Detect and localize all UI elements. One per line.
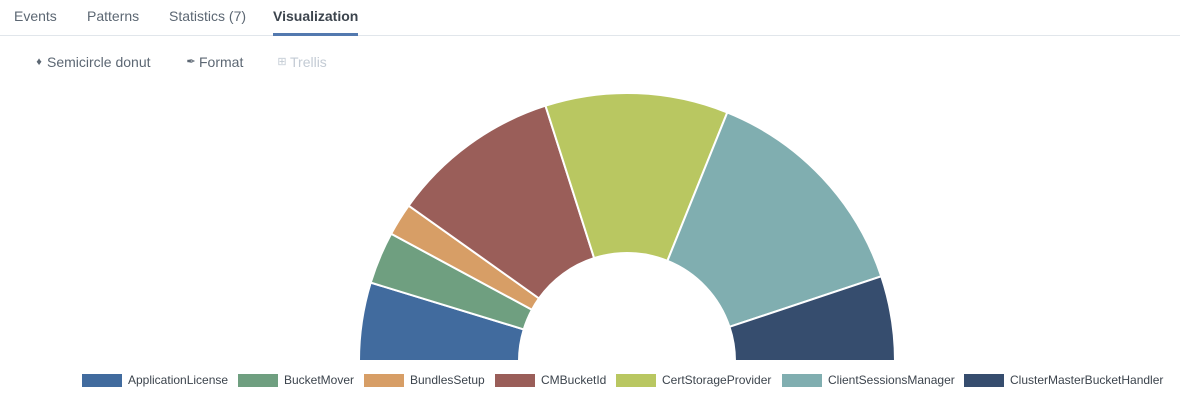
legend-label: ApplicationLicense (128, 373, 229, 387)
tab-patterns[interactable]: Patterns (87, 8, 140, 24)
trellis-label: Trellis (290, 54, 327, 70)
legend-label: CMBucketId (541, 373, 607, 387)
brush-icon: ✒ (186, 56, 196, 68)
legend-item[interactable]: ClusterMasterBucketHandler (964, 372, 1163, 388)
legend-swatch (782, 373, 822, 387)
chart-legend: ApplicationLicense BucketMover BundlesSetu… (0, 372, 1180, 388)
grid-icon: ⊞ (277, 56, 287, 68)
chart-type-label: Semicircle donut (47, 54, 151, 70)
donut-slice-clientsessionsmanager[interactable] (666, 111, 883, 329)
puzzle-icon: ♦ (36, 56, 42, 68)
chart-type-button[interactable]: ♦ Semicircle donut (32, 52, 151, 72)
legend-swatch (616, 373, 656, 387)
legend-label: ClusterMasterBucketHandler (1010, 373, 1164, 387)
legend-swatch (238, 373, 278, 387)
legend-item[interactable]: ClientSessionsManager (782, 372, 955, 388)
legend-item[interactable]: ApplicationLicense (82, 372, 228, 388)
legend-label: ClientSessionsManager (828, 373, 955, 387)
format-label: Format (199, 54, 244, 70)
legend-swatch (82, 373, 122, 387)
legend-swatch (964, 373, 1004, 387)
trellis-button[interactable]: ⊞ Trellis (275, 52, 327, 72)
tab-events[interactable]: Events (14, 8, 57, 24)
donut-slice-clustermasterbuckethandler[interactable] (728, 275, 897, 362)
legend-swatch (364, 373, 404, 387)
legend-label: CertStorageProvider (662, 373, 772, 387)
format-button[interactable]: ✒ Format (184, 52, 243, 72)
semicircle-donut-chart (357, 92, 897, 362)
legend-item[interactable]: CertStorageProvider (616, 372, 771, 388)
donut-slice-certstorageprovider[interactable] (544, 92, 729, 263)
legend-item[interactable]: CMBucketId (495, 372, 606, 388)
legend-swatch (495, 373, 535, 387)
legend-label: BundlesSetup (410, 373, 485, 387)
tab-visualization[interactable]: Visualization (273, 0, 359, 36)
tab-statistics[interactable]: Statistics (7) (169, 8, 247, 24)
tab-bar: Events Patterns Statistics (7) Visualiza… (0, 0, 1180, 36)
legend-label: BucketMover (284, 373, 355, 387)
legend-item[interactable]: BundlesSetup (364, 372, 485, 388)
legend-item[interactable]: BucketMover (238, 372, 354, 388)
